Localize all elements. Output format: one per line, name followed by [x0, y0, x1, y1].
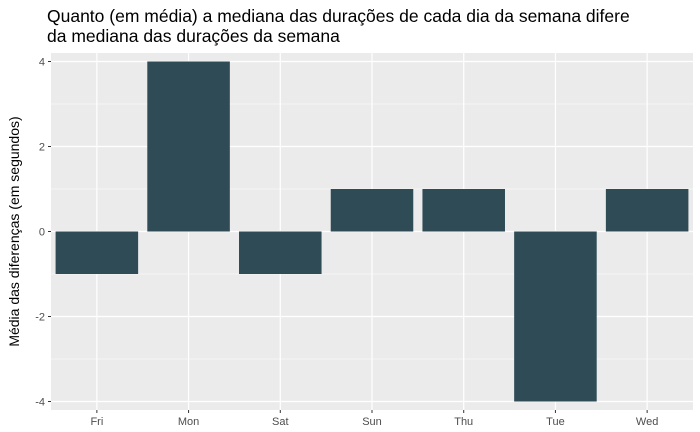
x-axis: Fri Mon Sat Sun Thu Tue Wed — [90, 410, 658, 428]
y-axis: -4 -2 0 2 4 — [35, 57, 51, 409]
y-tick-label: 4 — [39, 57, 45, 69]
x-tick-label-wed: Wed — [636, 416, 658, 428]
bar-wed — [605, 189, 689, 232]
x-tick-label-sun: Sun — [362, 416, 382, 428]
y-tick-label: 2 — [39, 142, 45, 154]
bar-fri — [55, 231, 139, 274]
bar-tue — [514, 231, 597, 402]
bar-mon — [147, 61, 230, 232]
bar-sat — [239, 231, 322, 274]
y-axis-title: Média das diferenças (em segundos) — [6, 116, 22, 346]
y-tick-label: -2 — [35, 312, 45, 324]
bars — [55, 61, 689, 402]
chart-title-line-2: da mediana das durações da semana — [47, 26, 340, 46]
chart-title: Quanto (em média) a mediana das durações… — [47, 6, 687, 46]
y-tick-label: 0 — [39, 227, 45, 239]
x-tick-label-tue: Tue — [546, 416, 565, 428]
chart-title-line-1: Quanto (em média) a mediana das durações… — [47, 6, 630, 26]
x-tick-label-sat: Sat — [272, 416, 289, 428]
bar-thu — [422, 189, 505, 232]
x-tick-label-thu: Thu — [454, 416, 473, 428]
x-tick-label-fri: Fri — [90, 416, 103, 428]
bar-sun — [330, 189, 414, 232]
y-tick-label: -4 — [35, 397, 45, 409]
x-tick-label-mon: Mon — [178, 416, 199, 428]
